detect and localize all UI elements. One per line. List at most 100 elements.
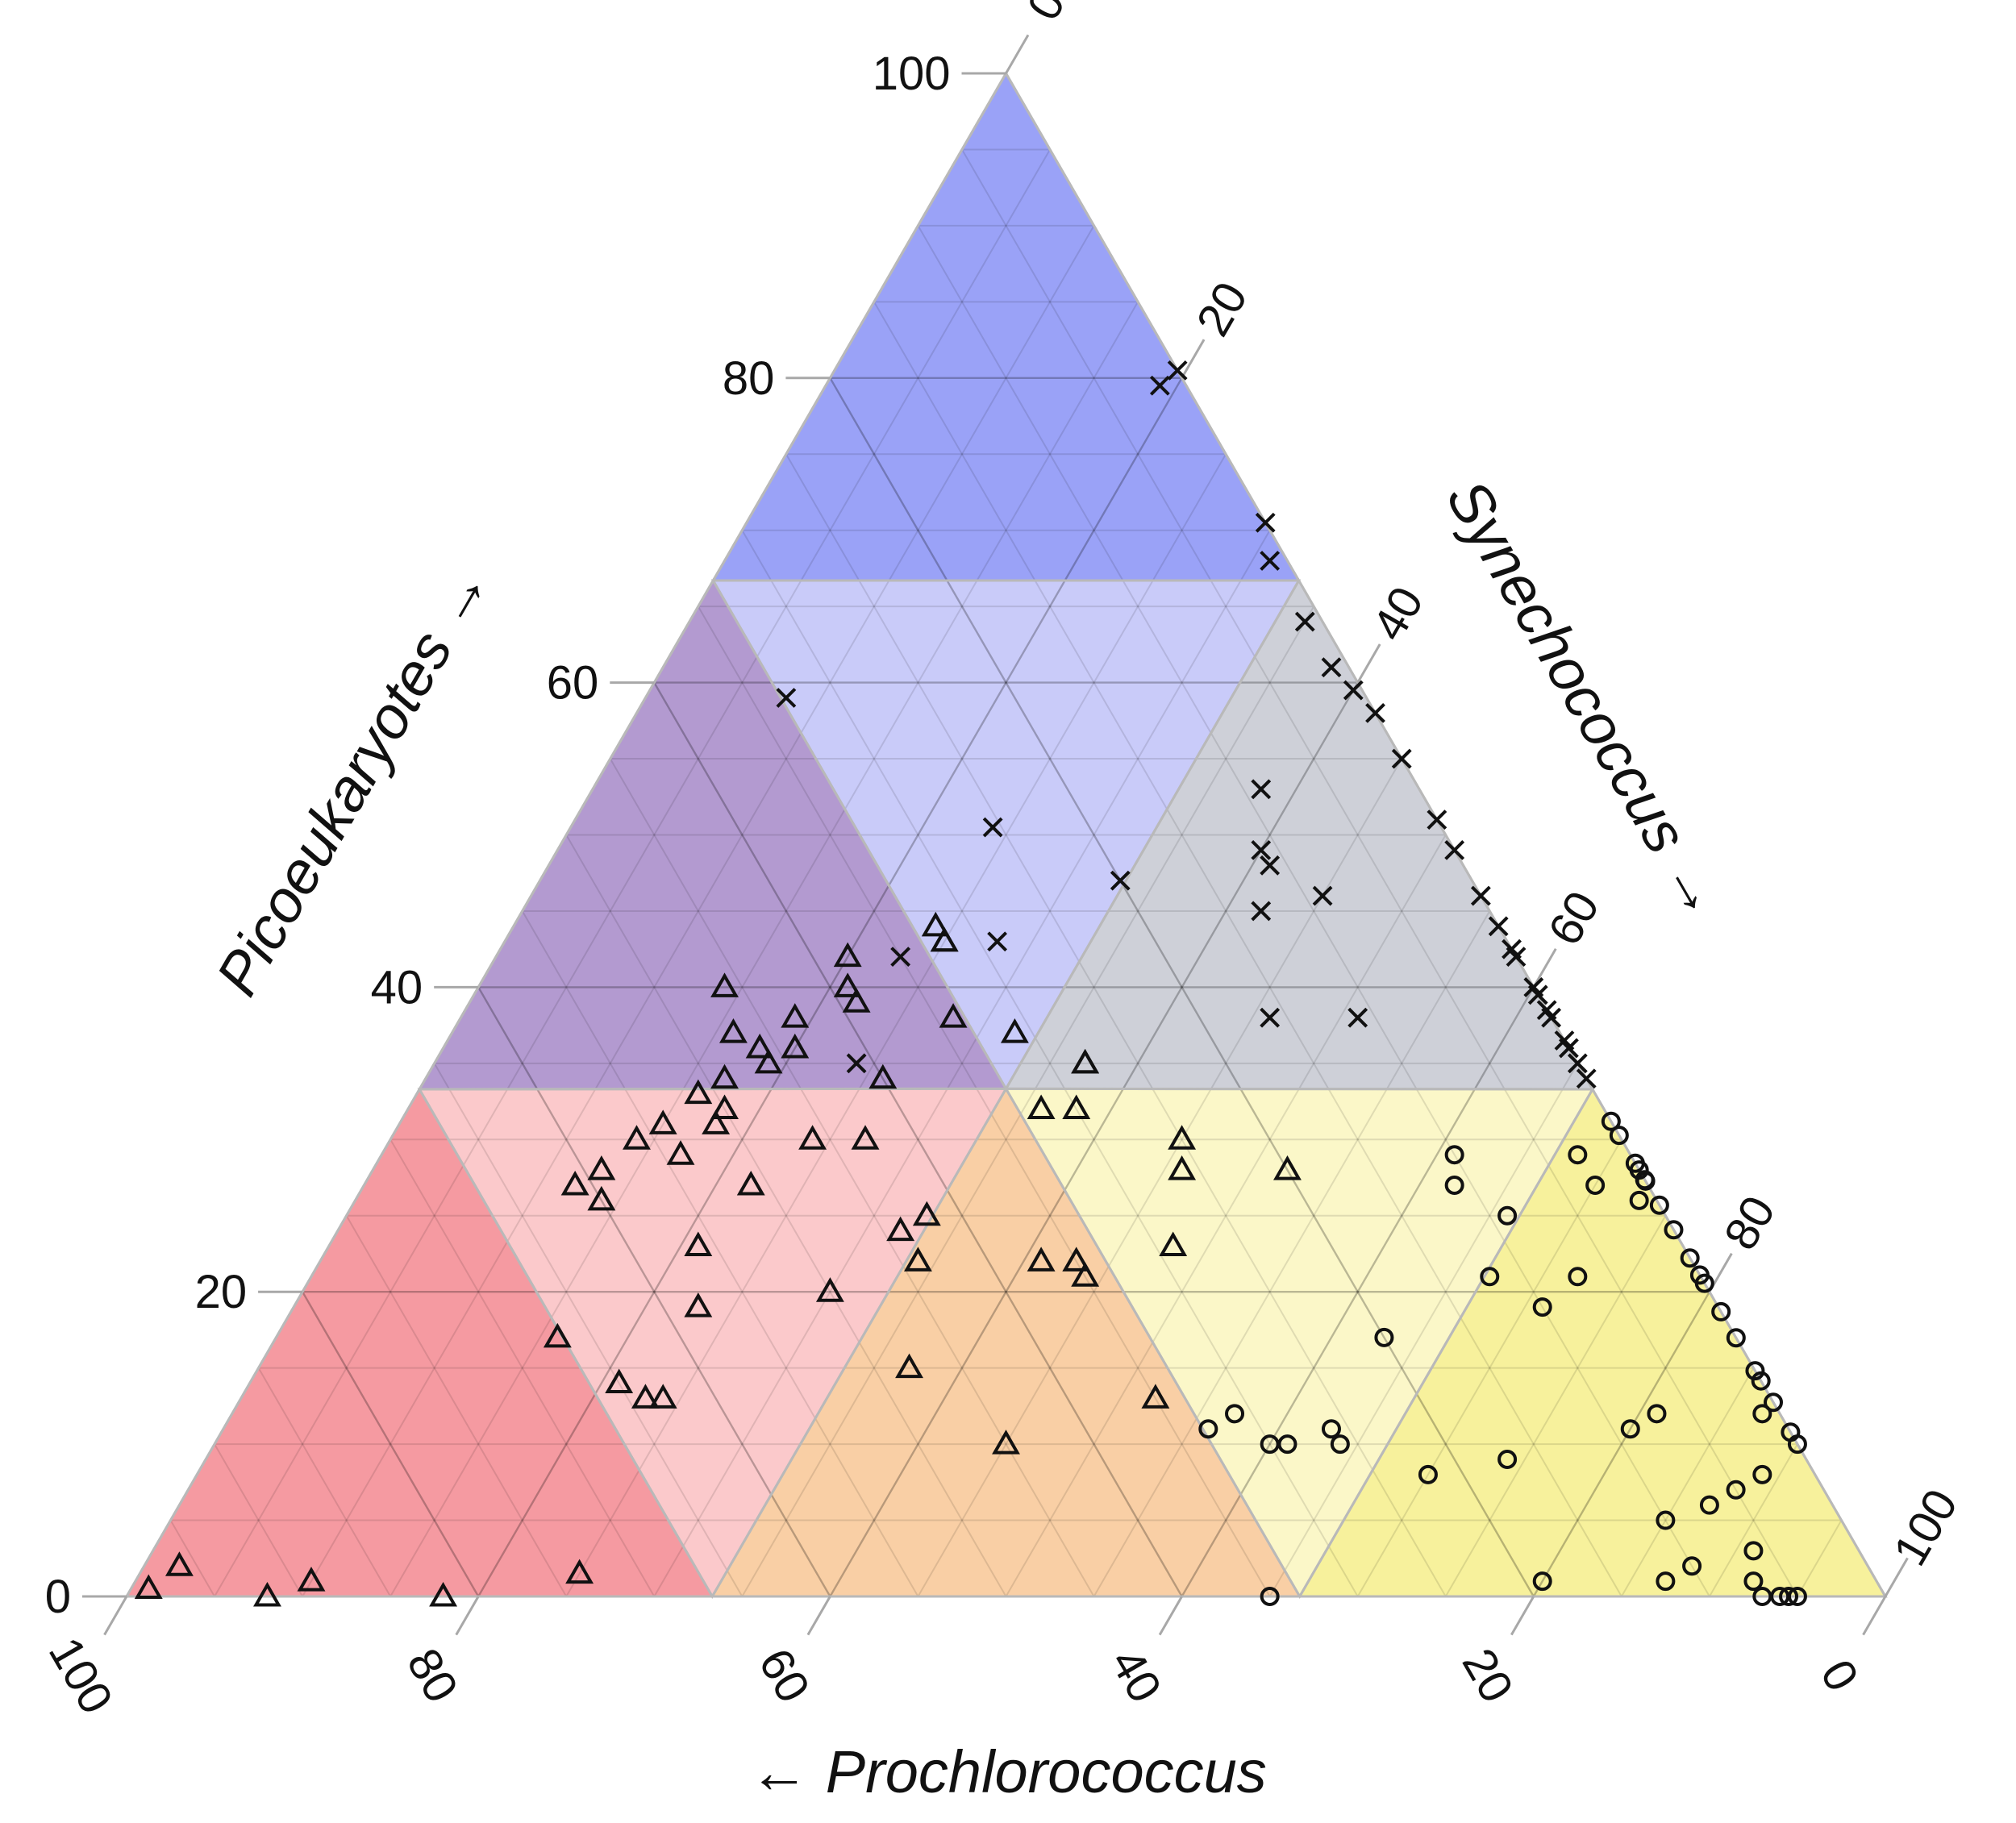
circle-marker — [1743, 1541, 1764, 1561]
cross-marker — [1559, 1038, 1579, 1059]
circle-marker — [1647, 1404, 1667, 1424]
triangle-marker — [798, 1125, 827, 1150]
grid-line-pro — [389, 1138, 656, 1597]
triangle-marker — [684, 1292, 713, 1317]
bottom-tick-label: 40 — [1100, 1640, 1172, 1711]
triangle-marker — [623, 1125, 651, 1150]
triangle-marker — [1062, 1094, 1091, 1120]
triangle-marker — [745, 1033, 774, 1059]
triangle-marker — [1141, 1384, 1170, 1409]
grid-line-syn — [1093, 910, 1491, 1597]
triangle-marker — [560, 1170, 589, 1196]
circle-marker — [1374, 1327, 1394, 1347]
region-1 — [713, 73, 1299, 581]
circle-marker — [1532, 1571, 1552, 1592]
circle-marker — [1787, 1587, 1807, 1606]
triangle-marker — [1027, 1094, 1056, 1120]
triangle-marker — [134, 1574, 163, 1600]
circle-marker — [1752, 1464, 1772, 1484]
triangle-marker — [930, 926, 959, 952]
grid-line-syn — [1620, 1367, 1755, 1597]
circle-marker — [1649, 1195, 1669, 1215]
grid-layer — [169, 148, 1843, 1597]
triangle-marker — [710, 1063, 739, 1089]
bottom-tick-label: 80 — [397, 1640, 469, 1711]
circle-marker — [1601, 1111, 1621, 1131]
region-9 — [1299, 1088, 1885, 1596]
right-tick-label: 0 — [1017, 0, 1075, 29]
triangle-marker — [1071, 1262, 1100, 1287]
right-tick-label: 60 — [1538, 883, 1610, 954]
circle-marker — [1745, 1361, 1765, 1381]
cross-marker — [1470, 885, 1491, 906]
circle-marker — [1689, 1265, 1710, 1285]
circle-marker — [1629, 1160, 1649, 1180]
cross-marker — [982, 817, 1003, 838]
triangle-marker — [710, 1094, 739, 1120]
circle-marker — [1198, 1419, 1218, 1439]
circle-marker — [1726, 1480, 1746, 1500]
left-tick-label: 20 — [195, 1266, 248, 1318]
circle-marker — [1532, 1297, 1552, 1317]
region-8 — [1006, 1088, 1593, 1596]
cross-marker — [1527, 984, 1548, 1005]
grid-line-syn — [565, 453, 1227, 1597]
triangle-marker — [165, 1551, 194, 1576]
triangle-marker — [833, 972, 862, 997]
circle-marker — [1682, 1556, 1702, 1576]
bottom-tick-label: 60 — [748, 1640, 820, 1711]
left-tick-label: 0 — [45, 1571, 71, 1623]
grid-line-pro — [653, 682, 1183, 1597]
right-tick-label: 20 — [1186, 273, 1258, 344]
left-tick-label: 80 — [723, 352, 775, 405]
circle-marker — [1726, 1328, 1746, 1348]
right-tick — [1884, 1557, 1909, 1597]
grid-line-pro — [917, 225, 1710, 1597]
circle-marker — [1656, 1571, 1676, 1592]
left-tick-label: 100 — [873, 48, 951, 100]
grid-line-syn — [1709, 1443, 1798, 1597]
grid-line-syn — [389, 301, 1139, 1597]
triangle-marker — [710, 972, 739, 997]
right-tick-label: 100 — [1884, 1480, 1968, 1574]
triangle-marker — [253, 1581, 281, 1607]
circle-marker — [1751, 1371, 1771, 1391]
grid-line-syn — [1268, 1063, 1579, 1597]
triangle-marker — [1000, 1018, 1029, 1043]
circle-marker — [1444, 1145, 1464, 1165]
circle-marker — [1444, 1175, 1464, 1195]
triangle-marker — [842, 988, 871, 1013]
circle-marker — [1260, 1587, 1280, 1606]
cross-marker — [1110, 870, 1131, 891]
triangle-marker — [815, 1277, 844, 1302]
cross-marker — [1260, 551, 1281, 571]
triangle-marker — [648, 1109, 677, 1134]
circle-marker — [1743, 1571, 1764, 1592]
cross-marker — [1427, 810, 1447, 830]
left-tick-label: 40 — [371, 961, 423, 1013]
triangle-marker — [904, 1247, 932, 1272]
region-border-layer — [124, 70, 1888, 1599]
triangle-marker — [1071, 1048, 1100, 1074]
grid-line-pro — [433, 1063, 744, 1597]
cross-marker — [1260, 855, 1281, 876]
circle-marker — [1330, 1434, 1350, 1455]
grid-line-syn — [1005, 835, 1447, 1597]
triangle-marker — [1027, 1247, 1056, 1272]
triangle-marker — [1168, 1155, 1197, 1180]
cross-marker — [1251, 901, 1272, 922]
cross-marker — [1167, 360, 1188, 381]
bottom-tick-label: 20 — [1452, 1640, 1524, 1711]
triangle-marker — [684, 1231, 713, 1257]
grid-line-pro — [961, 148, 1798, 1597]
grid-line-pro — [521, 910, 919, 1597]
cross-marker — [1343, 680, 1364, 701]
cross-marker — [846, 1053, 867, 1074]
triangle-outline — [124, 70, 1888, 1598]
region-5 — [127, 1088, 713, 1596]
triangle-marker — [851, 1125, 880, 1150]
data-point-layer — [134, 360, 1807, 1607]
circle-marker — [1497, 1449, 1518, 1469]
circle-marker — [1680, 1248, 1700, 1268]
